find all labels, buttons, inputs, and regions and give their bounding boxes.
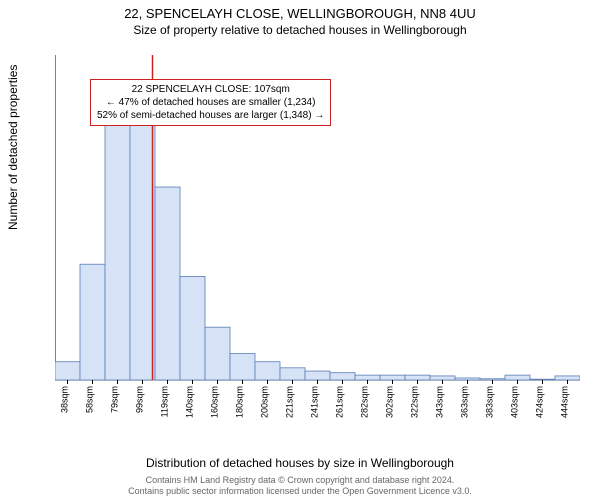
- annotation-line3: 52% of semi-detached houses are larger (…: [97, 109, 324, 122]
- chart-frame: 22, SPENCELAYH CLOSE, WELLINGBOROUGH, NN…: [0, 0, 600, 500]
- svg-text:140sqm: 140sqm: [185, 386, 195, 418]
- svg-text:363sqm: 363sqm: [460, 386, 470, 418]
- svg-text:200sqm: 200sqm: [260, 386, 270, 418]
- chart-title: 22, SPENCELAYH CLOSE, WELLINGBOROUGH, NN…: [0, 0, 600, 21]
- copyright-line1: Contains HM Land Registry data © Crown c…: [0, 475, 600, 487]
- svg-text:58sqm: 58sqm: [85, 386, 95, 413]
- svg-text:322sqm: 322sqm: [410, 386, 420, 418]
- y-axis-label: Number of detached properties: [6, 65, 20, 230]
- svg-text:99sqm: 99sqm: [135, 386, 145, 413]
- svg-text:38sqm: 38sqm: [60, 386, 70, 413]
- copyright-text: Contains HM Land Registry data © Crown c…: [0, 475, 600, 498]
- annotation-box: 22 SPENCELAYH CLOSE: 107sqm ← 47% of det…: [90, 79, 331, 126]
- x-axis-label: Distribution of detached houses by size …: [0, 456, 600, 470]
- svg-text:180sqm: 180sqm: [235, 386, 245, 418]
- copyright-line2: Contains public sector information licen…: [0, 486, 600, 498]
- svg-text:221sqm: 221sqm: [285, 386, 295, 418]
- svg-text:282sqm: 282sqm: [360, 386, 370, 418]
- svg-text:424sqm: 424sqm: [535, 386, 545, 418]
- svg-text:302sqm: 302sqm: [385, 386, 395, 418]
- svg-text:79sqm: 79sqm: [110, 386, 120, 413]
- annotation-line2: ← 47% of detached houses are smaller (1,…: [97, 96, 324, 109]
- annotation-line1: 22 SPENCELAYH CLOSE: 107sqm: [97, 83, 324, 96]
- plot-area: 010020030040050060070080038sqm58sqm79sqm…: [55, 50, 580, 420]
- svg-text:403sqm: 403sqm: [510, 386, 520, 418]
- svg-text:444sqm: 444sqm: [560, 386, 570, 418]
- svg-text:160sqm: 160sqm: [210, 386, 220, 418]
- svg-text:261sqm: 261sqm: [335, 386, 345, 418]
- svg-text:241sqm: 241sqm: [310, 386, 320, 418]
- chart-subtitle: Size of property relative to detached ho…: [0, 23, 600, 37]
- svg-text:343sqm: 343sqm: [435, 386, 445, 418]
- svg-text:383sqm: 383sqm: [485, 386, 495, 418]
- svg-text:119sqm: 119sqm: [160, 386, 170, 417]
